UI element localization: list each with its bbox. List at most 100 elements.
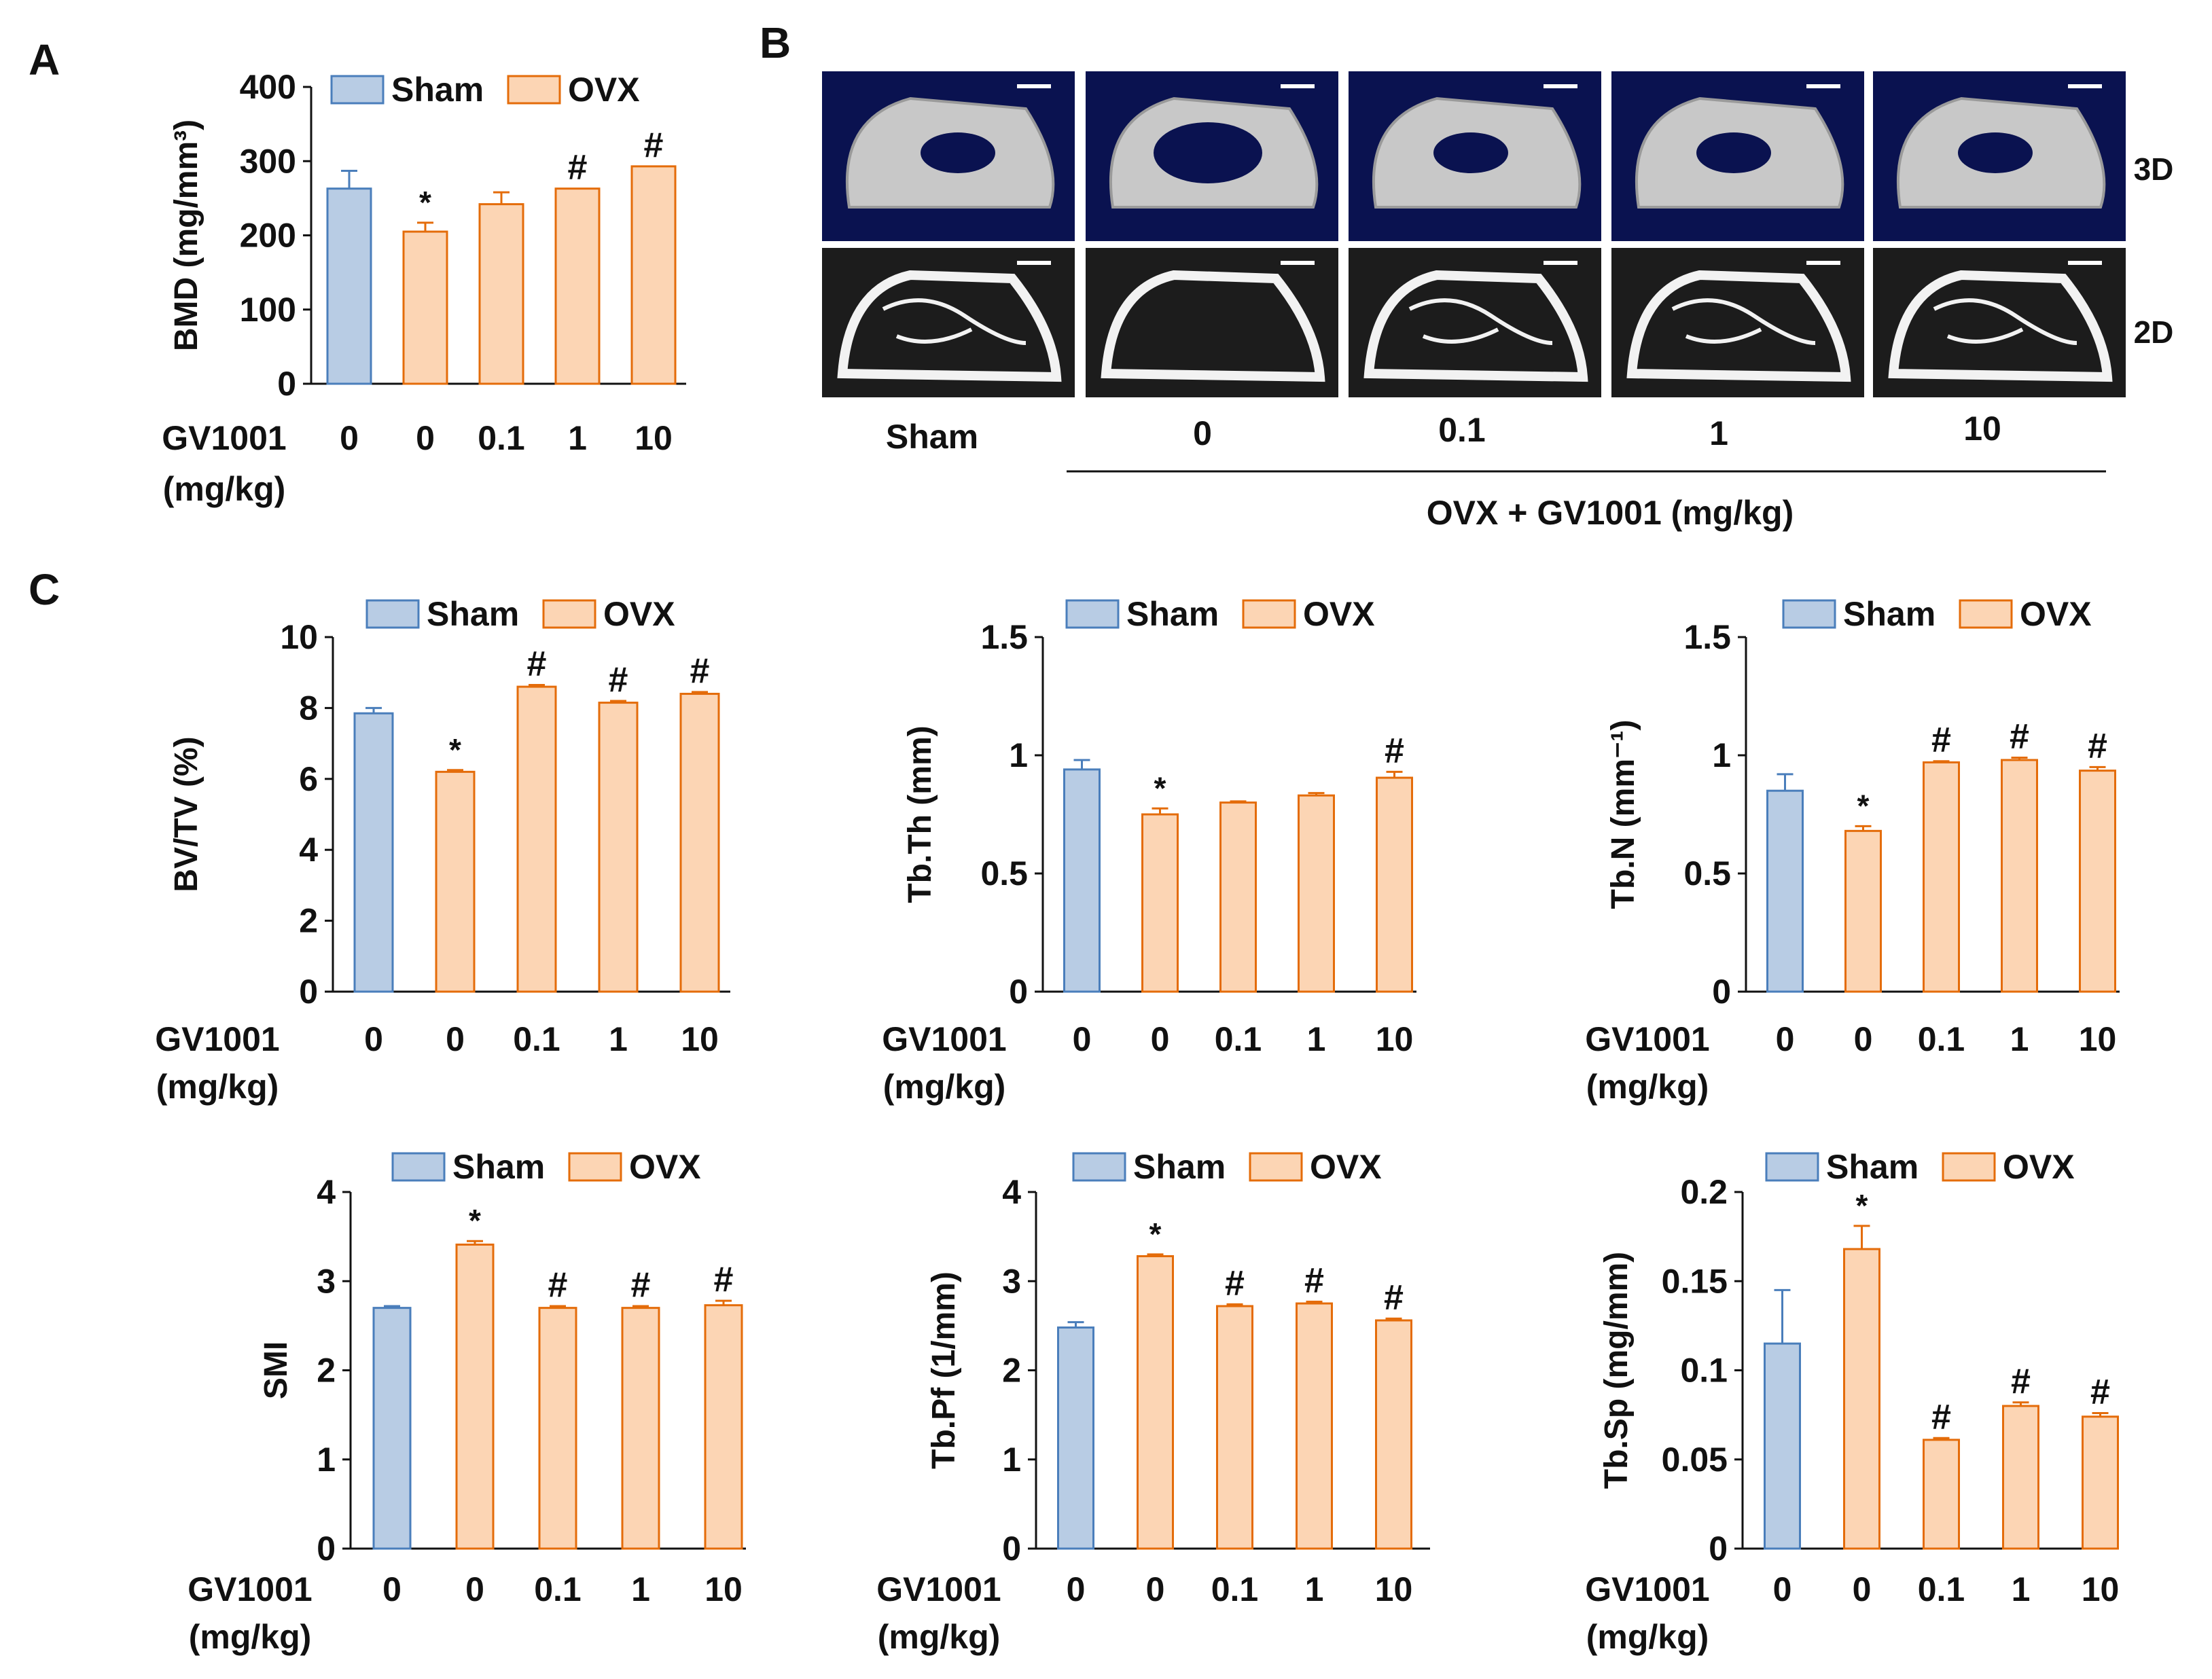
trabeculae-2d bbox=[1933, 298, 2077, 345]
significance-hash: # bbox=[1384, 1278, 1404, 1317]
x-tick-label: 0 bbox=[1151, 1020, 1170, 1058]
y-tick-label: 0 bbox=[1009, 973, 1028, 1011]
chart-bmd: 0 100 200 300 400 BMD (mg/mm³) 0 * 0 0.1 #1 #10 GV10… bbox=[162, 68, 686, 508]
x-title-line1: GV1001 bbox=[1585, 1570, 1709, 1608]
x-title-line1: GV1001 bbox=[882, 1020, 1006, 1058]
bar bbox=[402, 230, 448, 385]
row-label-3d: 3D bbox=[2134, 151, 2174, 187]
legend-label-sham: Sham bbox=[1826, 1148, 1919, 1186]
x-tick-label: 0.1 bbox=[1215, 1020, 1262, 1058]
x-tick-label: 1 bbox=[568, 419, 587, 457]
bar bbox=[455, 1243, 495, 1550]
x-tick-label: 0 bbox=[1776, 1020, 1795, 1058]
x-title-line2: (mg/kg) bbox=[878, 1618, 1001, 1656]
y-axis-label: Tb.Th (mm) bbox=[902, 725, 938, 903]
y-tick-label: 2 bbox=[317, 1352, 336, 1390]
x-tick-label: 0.1 bbox=[534, 1570, 582, 1608]
trabeculae-2d bbox=[1408, 298, 1553, 345]
bar bbox=[1296, 1302, 1333, 1550]
bone-2d-outline bbox=[1888, 270, 2113, 382]
x-tick-label: 0 bbox=[416, 419, 435, 457]
micro-ct-panel: 3D 2D Sham 0 0.1 1 10 OVX + GV1001 (mg/k… bbox=[822, 71, 2173, 532]
bar bbox=[353, 712, 394, 993]
legend-label-sham: Sham bbox=[391, 71, 484, 109]
bar bbox=[1923, 761, 1960, 993]
y-tick-label: 0 bbox=[1712, 973, 1731, 1011]
bone-2d-outline bbox=[1626, 270, 1851, 382]
marrow-cavity-3d bbox=[1696, 132, 1771, 173]
y-tick-label: 1 bbox=[1002, 1441, 1021, 1479]
y-tick-label: 4 bbox=[1002, 1173, 1021, 1211]
y-axis-label: Tb.N (mm⁻¹) bbox=[1605, 720, 1641, 909]
x-tick-label: 1 bbox=[609, 1020, 628, 1058]
bar bbox=[326, 187, 372, 385]
legend-swatch-ovx bbox=[568, 1152, 622, 1182]
legend-label-ovx: OVX bbox=[2020, 595, 2092, 633]
significance-hash: # bbox=[2011, 1362, 2031, 1401]
significance-star: * bbox=[449, 732, 461, 768]
y-axis-label: SMI bbox=[258, 1341, 294, 1399]
significance-hash: # bbox=[690, 651, 710, 691]
significance-hash: # bbox=[1304, 1261, 1324, 1300]
y-axis-label: Tb.Sp (mg/mm) bbox=[1599, 1252, 1635, 1489]
group-caption: OVX + GV1001 (mg/kg) bbox=[1427, 494, 1794, 532]
y-tick-label: 0.15 bbox=[1662, 1262, 1728, 1300]
x-tick-label: 1 bbox=[631, 1570, 650, 1608]
y-tick-label: 1.5 bbox=[980, 618, 1028, 656]
y-tick-label: 1.5 bbox=[1683, 618, 1731, 656]
x-title-line1: GV1001 bbox=[1585, 1020, 1709, 1058]
significance-hash: # bbox=[714, 1260, 734, 1299]
y-tick-label: 10 bbox=[280, 618, 318, 656]
bar bbox=[1219, 801, 1257, 993]
bar bbox=[2082, 1415, 2119, 1550]
y-tick-label: 3 bbox=[1002, 1262, 1021, 1300]
x-tick-label: 0.1 bbox=[478, 419, 525, 457]
x-tick-label: 0 bbox=[1773, 1570, 1792, 1608]
bone-2d-outline bbox=[1101, 270, 1325, 382]
bar bbox=[1766, 789, 1804, 993]
bar bbox=[1216, 1305, 1253, 1550]
legend-label-ovx: OVX bbox=[1303, 595, 1375, 633]
x-title-line2: (mg/kg) bbox=[1586, 1068, 1709, 1106]
y-tick-label: 1 bbox=[317, 1441, 336, 1479]
legend-swatch-sham bbox=[1765, 1152, 1819, 1182]
bar bbox=[1764, 1342, 1801, 1550]
x-title-line2: (mg/kg) bbox=[1586, 1618, 1709, 1656]
bar bbox=[2002, 1405, 2039, 1550]
panel-label-c: C bbox=[29, 565, 60, 614]
significance-hash: # bbox=[1931, 1397, 1951, 1437]
y-tick-label: 0.1 bbox=[1680, 1352, 1728, 1390]
y-tick-label: 6 bbox=[299, 760, 318, 798]
trabeculae-2d bbox=[882, 298, 1027, 345]
significance-hash: # bbox=[1225, 1263, 1245, 1303]
bar bbox=[630, 165, 677, 385]
chart-bvtv: 0 2 4 6 8 10 BV/TV (%) 0 * 0 #0.1 #1 #10 GV1001 (mg/kg… bbox=[155, 595, 730, 1106]
bar bbox=[1844, 829, 1882, 993]
bar bbox=[1843, 1248, 1880, 1550]
row-label-2d: 2D bbox=[2134, 314, 2174, 350]
trabeculae-2d bbox=[1671, 298, 1816, 345]
legend-label-ovx: OVX bbox=[568, 71, 640, 109]
column-label-0-1: 0.1 bbox=[1438, 411, 1486, 449]
bone-2d-outline bbox=[1363, 270, 1588, 382]
x-tick-label: 0 bbox=[1146, 1570, 1165, 1608]
marrow-cavity-3d bbox=[921, 132, 995, 173]
x-tick-label: 1 bbox=[1305, 1570, 1324, 1608]
legend-swatch-sham bbox=[1065, 599, 1120, 629]
legend-label-sham: Sham bbox=[452, 1148, 545, 1186]
column-label-0: 0 bbox=[1193, 414, 1212, 452]
x-tick-label: 0 bbox=[1067, 1570, 1086, 1608]
column-label-1: 1 bbox=[1709, 414, 1728, 452]
significance-hash: # bbox=[1385, 731, 1404, 770]
legend-swatch-sham bbox=[330, 75, 385, 105]
bar bbox=[538, 1307, 577, 1550]
significance-hash: # bbox=[1931, 721, 1951, 760]
x-tick-label: 0 bbox=[1854, 1020, 1873, 1058]
x-tick-label: 1 bbox=[2012, 1570, 2031, 1608]
chart-tbn: 0 0.5 1 1.5 Tb.N (mm⁻¹) 0 * 0 #0.1 #1 #10 GV1001 (mg… bbox=[1585, 595, 2120, 1106]
x-title-line1: GV1001 bbox=[876, 1570, 1001, 1608]
bar bbox=[1141, 813, 1179, 993]
y-tick-label: 1 bbox=[1712, 736, 1731, 774]
y-tick-label: 0 bbox=[277, 365, 296, 403]
